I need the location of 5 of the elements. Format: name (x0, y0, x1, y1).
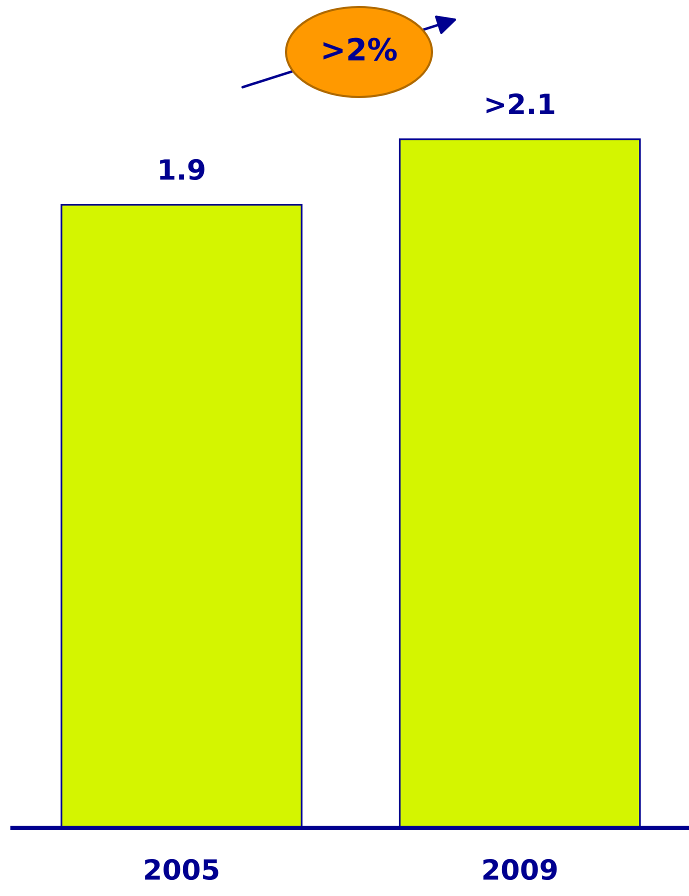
data-label: 1.9 (160, 159, 204, 180)
x-tick-label: 2009 (483, 858, 557, 880)
data-label: >2.1 (486, 93, 554, 114)
x-tick-label: 2005 (145, 858, 218, 880)
text: >2% (323, 38, 397, 61)
